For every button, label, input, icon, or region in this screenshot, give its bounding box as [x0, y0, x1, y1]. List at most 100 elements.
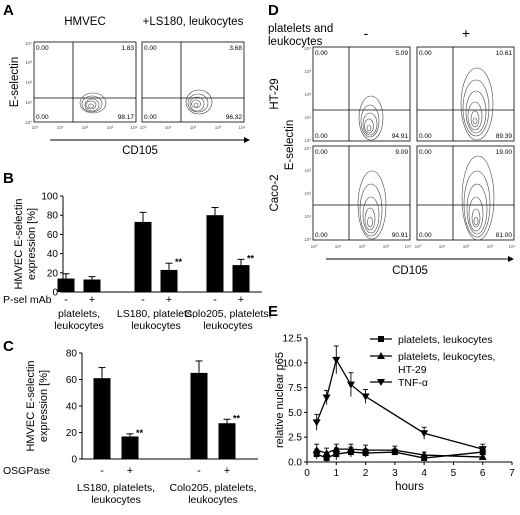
- group-label: leukocytes: [131, 320, 181, 332]
- significance-mark: **: [136, 428, 144, 438]
- quadrant-br: 94.91: [392, 133, 409, 140]
- y-tick-label: 0.0: [288, 458, 302, 469]
- x-tick-label: 10⁰: [140, 125, 147, 130]
- quadrant-bl: 0.00: [144, 114, 157, 121]
- y-tick-label: 20: [47, 268, 59, 279]
- y-tick-label: 80: [47, 211, 59, 222]
- x-tick-label: 10⁰: [32, 125, 39, 130]
- x-tick-label: 1: [334, 468, 340, 479]
- series-triangle-up: [312, 443, 487, 461]
- treatment-tick-label: +: [224, 465, 230, 477]
- panel-c-bar-chart: 0 20 40 60 80 HMVEC E-selectin expression [%] O…: [3, 349, 258, 506]
- data-point-triangle-up: [420, 451, 429, 459]
- y-tick-label: 10³: [304, 69, 311, 74]
- x-tick-label: 0: [304, 468, 310, 479]
- panel-c-letter: C: [3, 338, 14, 355]
- y-tick-label: 20: [66, 428, 78, 439]
- data-point-triangle-up: [346, 445, 355, 453]
- y-tick-label: 2.5: [288, 433, 302, 444]
- panel-a-arrow-head: [244, 137, 250, 143]
- data-point-triangle-up: [332, 445, 341, 453]
- series-line: [316, 451, 483, 459]
- treatment-tick-label: -: [213, 294, 217, 306]
- x-tick-label: 10⁰: [415, 244, 422, 249]
- y-axis-label-line1: HMVEC E-selectin: [13, 198, 25, 289]
- facs-plot-d-caco2-plus: 0.00 19.00 0.00 81.00 10⁰ 10¹ 10² 10³ 10…: [415, 145, 516, 249]
- quadrant-bl: 0.00: [36, 114, 49, 121]
- quadrant-tl: 0.00: [36, 45, 49, 52]
- treatment-tick-label: -: [64, 294, 68, 306]
- y-axis-label-line2: expression [%]: [26, 208, 38, 280]
- row-label-ht29: HT-29: [269, 78, 281, 109]
- bar: [57, 278, 75, 292]
- x-tick-label: 5: [451, 468, 457, 479]
- panel-d-xlabel: CD105: [392, 265, 428, 277]
- panel-b: B 0 20 40 60 80 100 HMVEC E-selectin expression…: [3, 170, 271, 332]
- facs-plot-a-ls180: 0.00 3.68 0.00 96.32 10⁰ 10¹ 10² 10³ 10⁴: [140, 41, 246, 130]
- x-tick-label: 10³: [215, 125, 222, 130]
- y-tick-label: 10³: [25, 60, 32, 65]
- x-tick-label: 10²: [82, 125, 89, 130]
- x-tick-label: 10¹: [439, 244, 446, 249]
- panel-c: C 0 20 40 60 80 HMVEC E-selectin expression [%…: [3, 338, 258, 506]
- significance-mark: **: [233, 413, 241, 423]
- quadrant-tl: 0.00: [419, 149, 432, 156]
- bar: [218, 423, 236, 459]
- y-tick-label: 10²: [304, 92, 311, 97]
- x-tick-label: 10⁴: [405, 244, 412, 249]
- y-tick-label: 0: [52, 288, 58, 299]
- legend-label: platelets, leukocytes: [398, 334, 493, 346]
- data-point-triangle-up: [361, 446, 370, 454]
- facs-plot-d-ht29-minus: 0.00 5.09 0.00 94.91 10⁰ 10¹ 10² 10³ 10⁴: [304, 46, 411, 143]
- significance-mark: **: [247, 253, 255, 263]
- quadrant-bl: 0.00: [315, 133, 328, 140]
- y-tick-label: 0: [71, 455, 77, 466]
- x-tick-label: 6: [480, 468, 486, 479]
- y-tick-label: 10⁰: [304, 138, 311, 143]
- quadrant-bl: 0.00: [419, 133, 432, 140]
- y-tick-label: 40: [47, 249, 59, 260]
- panel-e: E 0.0 2.5 5.0 7.5 10.0 12.5 0 1 2 3 4 5 6 7 hours relat…: [268, 303, 515, 493]
- quadrant-tl: 0.00: [144, 45, 157, 52]
- group-label: leukocytes: [54, 320, 104, 332]
- panel-d-header-line1: platelets and: [268, 23, 333, 35]
- bar: [190, 372, 208, 459]
- x-tick-label: 10¹: [165, 125, 172, 130]
- treatment-tick-label: -: [100, 465, 104, 477]
- quadrant-br: 90.91: [392, 232, 409, 239]
- group-label: LS180, platelets,: [117, 308, 195, 320]
- x-tick-label: 10⁴: [509, 244, 516, 249]
- x-tick-label: 2: [363, 468, 369, 479]
- treatment-row-label: OSGPase: [3, 465, 50, 477]
- facs-plot-a-hmvec: 0.00 1.83 0.00 98.17 10⁰ 10¹ 10² 10³ 10⁴…: [25, 41, 137, 130]
- data-point-triangle-down: [420, 430, 429, 438]
- bar: [232, 265, 250, 292]
- y-tick-label: 10⁴: [304, 146, 311, 151]
- panel-d-arrow-head: [508, 256, 514, 262]
- quadrant-tr: 19.00: [496, 149, 513, 156]
- x-tick-label: 10²: [463, 244, 470, 249]
- treatment-tick-label: +: [238, 294, 244, 306]
- y-tick-label: 60: [66, 375, 78, 386]
- panel-d: D platelets and leukocytes - + HT-29 Cac…: [268, 2, 516, 277]
- quadrant-br: 96.32: [226, 114, 243, 121]
- data-point-triangle-up: [312, 446, 321, 454]
- quadrant-br: 89.39: [496, 133, 513, 140]
- panel-d-letter: D: [268, 2, 279, 19]
- quadrant-br: 98.17: [118, 114, 135, 121]
- data-point-triangle-down: [322, 394, 331, 402]
- panel-d-ylabel: E-selectin: [284, 120, 296, 171]
- data-point-triangle-down: [346, 381, 355, 389]
- bar: [160, 269, 178, 292]
- panel-b-bar-chart: 0 20 40 60 80 100 HMVEC E-selectin expression […: [3, 192, 271, 333]
- x-tick-label: 10²: [359, 244, 366, 249]
- x-tick-label: 10²: [190, 125, 197, 130]
- x-tick-label: 10⁰: [311, 244, 318, 249]
- y-tick-label: 60: [47, 230, 59, 241]
- data-point-triangle-up: [478, 453, 487, 461]
- panel-e-line-chart: 0.0 2.5 5.0 7.5 10.0 12.5 0 1 2 3 4 5 6 7 hours relativ…: [274, 334, 515, 494]
- quadrant-tl: 0.00: [315, 149, 328, 156]
- data-point-triangle-down: [361, 393, 370, 401]
- treatment-tick-label: +: [89, 294, 95, 306]
